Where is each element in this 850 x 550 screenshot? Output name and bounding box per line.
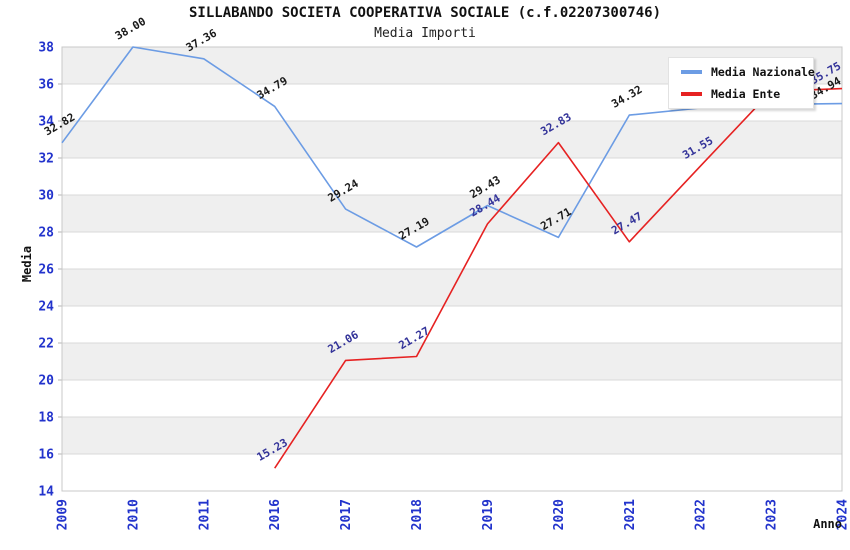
- chart-subtitle: Media Importi: [374, 26, 476, 41]
- legend-item-media-nazionale: Media Nazionale: [681, 65, 815, 79]
- svg-text:Media: Media: [20, 246, 34, 282]
- svg-text:34.32: 34.32: [609, 83, 644, 111]
- svg-text:2024: 2024: [836, 499, 850, 530]
- svg-text:2018: 2018: [410, 499, 425, 530]
- svg-text:2011: 2011: [197, 499, 212, 530]
- svg-text:24: 24: [38, 300, 54, 315]
- svg-text:22: 22: [38, 337, 54, 352]
- svg-text:Anno: Anno: [813, 517, 842, 531]
- svg-text:2020: 2020: [552, 499, 567, 530]
- svg-text:2019: 2019: [481, 499, 496, 530]
- svg-text:2022: 2022: [694, 499, 709, 530]
- svg-text:2021: 2021: [623, 499, 638, 530]
- legend-item-media-ente: Media Ente: [681, 87, 805, 101]
- svg-text:38.00: 38.00: [113, 15, 148, 43]
- svg-text:34: 34: [38, 115, 54, 130]
- svg-text:14: 14: [38, 485, 54, 500]
- svg-text:2009: 2009: [56, 499, 71, 530]
- svg-text:28: 28: [38, 226, 54, 241]
- svg-text:26: 26: [38, 263, 54, 278]
- svg-text:30: 30: [38, 189, 54, 204]
- svg-text:2023: 2023: [765, 499, 780, 530]
- legend-label: Media Nazionale: [711, 65, 815, 79]
- svg-text:2016: 2016: [268, 499, 283, 530]
- svg-text:36: 36: [38, 78, 54, 93]
- svg-text:2017: 2017: [339, 499, 354, 530]
- chart-title: SILLABANDO SOCIETA COOPERATIVA SOCIALE (…: [188, 5, 661, 21]
- legend: Media Nazionale Media Ente: [668, 57, 815, 109]
- svg-text:32: 32: [38, 152, 54, 167]
- svg-text:38: 38: [38, 41, 54, 56]
- svg-text:18: 18: [38, 411, 54, 426]
- line-swatch-icon: [681, 92, 702, 96]
- svg-text:16: 16: [38, 448, 54, 463]
- line-swatch-icon: [681, 70, 702, 74]
- svg-text:2010: 2010: [126, 499, 141, 530]
- svg-text:20: 20: [38, 374, 54, 389]
- legend-label: Media Ente: [711, 87, 781, 101]
